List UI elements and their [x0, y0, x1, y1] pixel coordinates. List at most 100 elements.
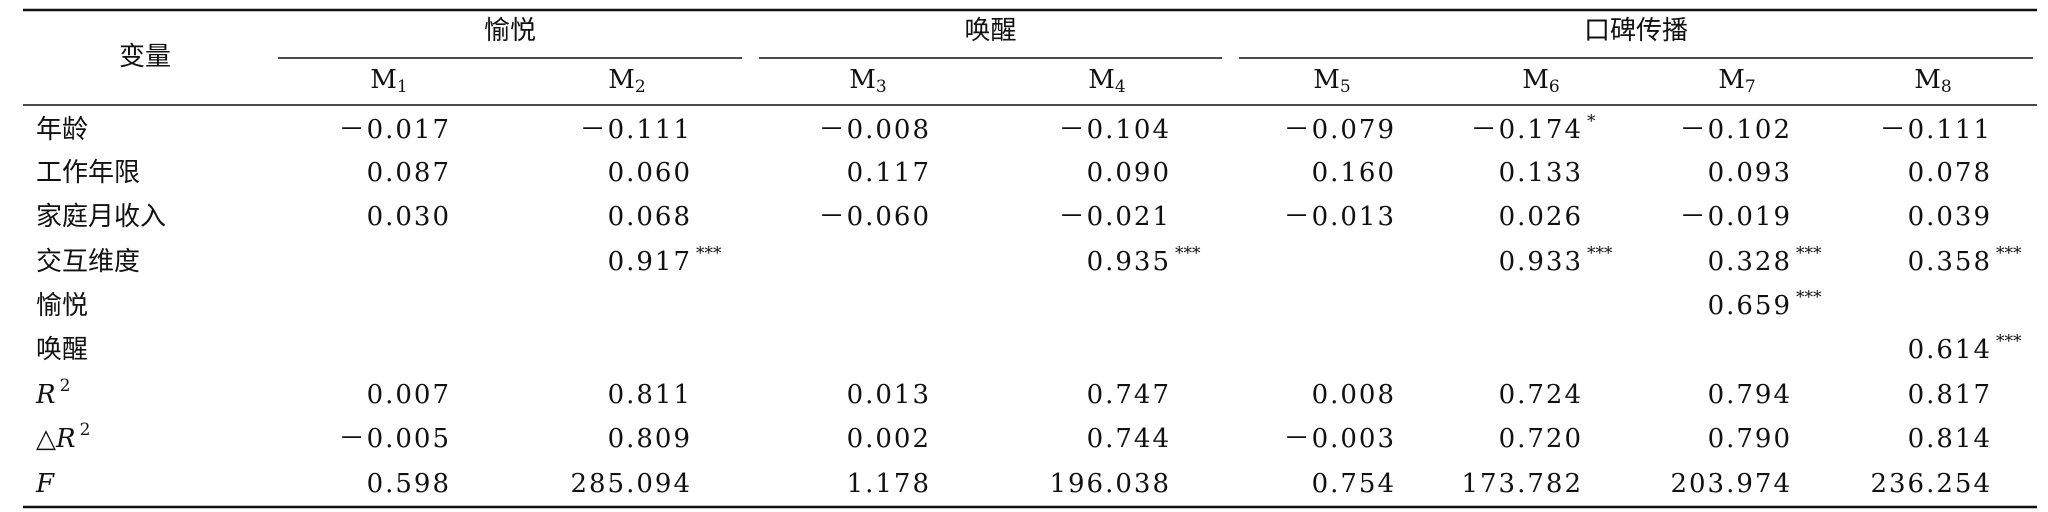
cell-value: 285.094 [570, 469, 692, 499]
label-text: F [35, 469, 55, 499]
model-sub: 2 [635, 77, 646, 97]
model-sub: 5 [1340, 77, 1351, 97]
cell-value: 0.002 [847, 424, 931, 454]
row-label: F [35, 469, 55, 499]
cell-value: 0.817 [1908, 380, 1992, 410]
model-header: M4 [1088, 65, 1125, 97]
model-letter: M [370, 65, 397, 95]
cell-value: 0.078 [1908, 158, 1992, 188]
label-text: R [55, 424, 76, 454]
cell-value: 0.917 [608, 247, 692, 277]
cell-value: －0.174 [1471, 115, 1583, 145]
cell-value: 0.117 [847, 158, 931, 188]
row-label: 交互维度 [36, 247, 140, 277]
cell-value: 0.060 [608, 158, 692, 188]
cell-stars: *** [696, 244, 722, 264]
label-text: 家庭月收入 [36, 202, 166, 232]
cell-value: 0.068 [608, 202, 692, 232]
cell-value: 0.720 [1499, 424, 1583, 454]
cell-value: 0.090 [1087, 158, 1171, 188]
label-sup: 2 [80, 420, 91, 440]
cell-value: －0.102 [1680, 115, 1792, 145]
label-prefix: △ [36, 424, 56, 454]
model-letter: M [1522, 65, 1549, 95]
group-title: 口碑传播 [1584, 16, 1688, 46]
cell-value: 0.030 [367, 202, 451, 232]
cell-value: 173.782 [1461, 469, 1583, 499]
cell-value: 196.038 [1049, 469, 1171, 499]
row-label: 工作年限 [36, 158, 140, 188]
model-letter: M [849, 65, 876, 95]
cell-stars: *** [1175, 244, 1201, 264]
model-header: M6 [1522, 65, 1559, 97]
cell-value: 1.178 [847, 469, 931, 499]
cell-value: 0.811 [608, 380, 692, 410]
label-text: 交互维度 [36, 247, 140, 277]
cell-value: 0.747 [1087, 380, 1171, 410]
cell-value: 0.754 [1312, 469, 1396, 499]
cell-stars: *** [1796, 244, 1822, 264]
group-title: 愉悦 [484, 16, 536, 46]
model-sub: 6 [1549, 77, 1560, 97]
cell-value: 0.026 [1499, 202, 1583, 232]
model-sub: 7 [1745, 77, 1756, 97]
cell-value: 0.013 [847, 380, 931, 410]
row-label: 愉悦 [36, 291, 88, 321]
cell-value: －0.079 [1284, 115, 1396, 145]
label-text: 唤醒 [36, 335, 88, 365]
model-letter: M [608, 65, 635, 95]
label-text: 年龄 [36, 115, 88, 145]
cell-value: 0.087 [367, 158, 451, 188]
cell-value: 0.039 [1908, 202, 1992, 232]
label-sup: 2 [60, 376, 71, 396]
group-title: 唤醒 [964, 16, 1016, 46]
cell-value: 0.328 [1708, 247, 1792, 277]
cell-value: 0.659 [1708, 291, 1792, 321]
model-header: M8 [1914, 65, 1951, 97]
model-letter: M [1313, 65, 1340, 95]
model-sub: 1 [397, 77, 408, 97]
cell-value: －0.019 [1680, 202, 1792, 232]
cell-stars: *** [1796, 288, 1822, 308]
row-label: 年龄 [36, 115, 88, 145]
label-text: R [35, 380, 56, 410]
cell-value: －0.104 [1059, 115, 1171, 145]
model-sub: 3 [876, 77, 887, 97]
row-label: 唤醒 [36, 335, 88, 365]
model-header: M7 [1718, 65, 1755, 97]
cell-value: －0.021 [1059, 202, 1171, 232]
cell-value: 0.935 [1087, 247, 1171, 277]
cell-value: 0.133 [1499, 158, 1583, 188]
model-header: M1 [370, 65, 407, 97]
model-header: M5 [1313, 65, 1350, 97]
label-text: 工作年限 [36, 158, 140, 188]
cell-value: －0.008 [819, 115, 931, 145]
cell-value: 0.598 [367, 469, 451, 499]
model-header: M2 [608, 65, 645, 97]
cell-value: 0.809 [608, 424, 692, 454]
model-header: M3 [849, 65, 886, 97]
cell-value: 0.933 [1499, 247, 1583, 277]
cell-stars: *** [1587, 244, 1613, 264]
cell-value: －0.111 [580, 115, 692, 145]
cell-value: 0.160 [1312, 158, 1396, 188]
cell-value: －0.060 [819, 202, 931, 232]
cell-value: 0.790 [1708, 424, 1792, 454]
cell-stars: *** [1996, 332, 2022, 352]
model-sub: 4 [1115, 77, 1126, 97]
cell-value: 203.974 [1670, 469, 1792, 499]
cell-value: －0.013 [1284, 202, 1396, 232]
model-letter: M [1718, 65, 1745, 95]
cell-value: 0.744 [1087, 424, 1171, 454]
row-label-header: 变量 [119, 42, 171, 72]
cell-value: 0.358 [1908, 247, 1992, 277]
cell-value: －0.111 [1880, 115, 1992, 145]
cell-value: 0.007 [367, 380, 451, 410]
row-label: △R 2 [36, 420, 90, 455]
cell-value: 0.614 [1908, 335, 1992, 365]
cell-stars: *** [1996, 244, 2022, 264]
cell-value: 236.254 [1870, 469, 1992, 499]
model-letter: M [1914, 65, 1941, 95]
label-text: 愉悦 [36, 291, 88, 321]
